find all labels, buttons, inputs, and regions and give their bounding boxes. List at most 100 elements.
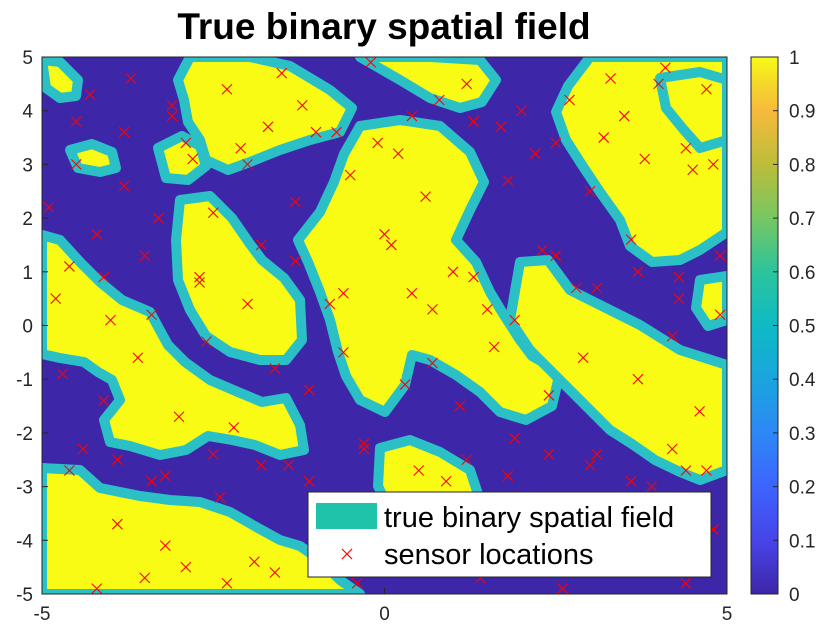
legend-label-field: true binary spatial field <box>384 502 674 534</box>
colorbar-tick-label: 0.5 <box>789 317 815 338</box>
colorbar-tick-label: 0.9 <box>789 102 815 123</box>
legend-marker-sensor <box>341 548 353 560</box>
sensor-marker <box>440 475 452 487</box>
sensor-marker <box>132 352 144 364</box>
sensor-marker <box>303 475 315 487</box>
sensor-marker <box>714 250 726 262</box>
sensor-marker <box>77 443 89 455</box>
sensor-marker <box>625 475 637 487</box>
sensor-marker <box>194 271 205 283</box>
plot-area <box>41 56 728 595</box>
sensor-marker <box>159 540 171 552</box>
y-tick-label: 2 <box>22 209 33 230</box>
x-tick-label: -5 <box>34 604 51 625</box>
sensor-marker <box>406 110 418 122</box>
sensor-marker <box>516 105 527 117</box>
sensor-marker <box>111 454 123 466</box>
colorbar-ticks: 1 0.9 0.8 0.7 0.6 0.5 0.4 0.3 0.2 0.1 0 <box>773 48 816 606</box>
sensor-marker <box>495 121 507 133</box>
sensor-marker <box>242 298 253 310</box>
sensor-marker <box>153 212 164 224</box>
sensor-marker <box>351 577 363 589</box>
field-region-small-4 <box>355 57 501 113</box>
x-tick-label: 0 <box>379 604 390 625</box>
sensor-marker <box>105 314 116 326</box>
field-region-small-2 <box>65 139 121 177</box>
colorbar-tick-label: 0.7 <box>789 209 815 230</box>
sensor-marker <box>296 99 308 111</box>
sensor-marker <box>392 148 404 160</box>
sensor-marker <box>564 94 575 106</box>
y-tick-label: -5 <box>16 585 33 606</box>
sensor-marker <box>673 293 685 305</box>
sensor-marker <box>64 465 75 476</box>
sensor-marker <box>187 153 199 165</box>
sensor-marker <box>427 357 438 369</box>
sensor-marker <box>70 159 82 170</box>
sensor-marker <box>331 126 342 138</box>
sensor-marker <box>221 83 233 95</box>
sensor-marker <box>255 239 267 251</box>
sensor-marker <box>584 459 596 471</box>
sensor-marker <box>632 373 644 385</box>
sensor-marker <box>180 137 192 149</box>
sensor-marker <box>180 561 192 573</box>
sensor-marker <box>283 459 294 471</box>
sensor-marker <box>605 73 616 84</box>
sensor-marker <box>228 422 240 433</box>
sensor-marker <box>673 271 685 283</box>
sensor-marker <box>207 448 219 460</box>
colorbar-tick-label: 0.8 <box>789 155 815 176</box>
sensor-marker <box>146 475 157 487</box>
field-region-small-7 <box>171 191 307 365</box>
sensor-marker <box>207 207 219 219</box>
sensor-marker <box>646 481 658 492</box>
sensor-marker <box>550 137 562 149</box>
sensor-marker <box>159 470 171 482</box>
sensor-marker <box>290 196 301 208</box>
sensor-marker <box>84 89 96 100</box>
colorbar-tick-label: 0 <box>789 585 800 606</box>
sensor-marker <box>290 255 301 267</box>
sensor-marker <box>406 287 418 299</box>
sensor-marker <box>639 153 651 165</box>
sensor-marker <box>365 57 377 68</box>
sensor-marker <box>598 132 610 143</box>
legend-swatch-field <box>316 503 377 529</box>
sensor-marker <box>536 244 548 256</box>
chart-title: True binary spatial field <box>177 6 590 47</box>
sensor-marker <box>591 448 603 460</box>
sensor-marker <box>714 309 726 321</box>
sensor-marker <box>358 438 370 450</box>
field-region-upper <box>173 57 357 175</box>
field-region-small-5 <box>655 67 727 153</box>
sensor-marker <box>111 518 123 530</box>
sensor-marker <box>50 293 62 305</box>
y-tick-label: 0 <box>22 317 33 338</box>
sensor-marker <box>146 309 157 321</box>
field-region-small-3 <box>153 131 211 185</box>
sensor-marker <box>570 282 582 294</box>
x-axis: -5 0 5 <box>34 588 732 625</box>
sensor-marker <box>118 180 130 192</box>
sensor-marker <box>680 465 692 476</box>
field-region-small-1 <box>42 57 83 103</box>
sensor-marker <box>550 250 562 262</box>
sensor-marker <box>98 271 110 283</box>
sensor-marker <box>680 577 692 589</box>
sensor-marker <box>262 121 274 133</box>
sensor-marker <box>338 346 349 358</box>
sensor-marker <box>659 62 671 74</box>
sensor-marker <box>584 185 596 197</box>
sensor-marker <box>91 228 103 240</box>
sensor-marker <box>303 384 315 396</box>
sensor-marker <box>310 126 322 138</box>
sensor-marker <box>118 126 130 138</box>
sensor-marker <box>461 78 473 90</box>
sensor-marker <box>269 567 281 578</box>
sensor-marker <box>666 330 678 342</box>
colorbar-tick-label: 0.1 <box>789 531 815 552</box>
sensor-marker <box>591 282 603 294</box>
sensor-marker <box>502 175 514 186</box>
